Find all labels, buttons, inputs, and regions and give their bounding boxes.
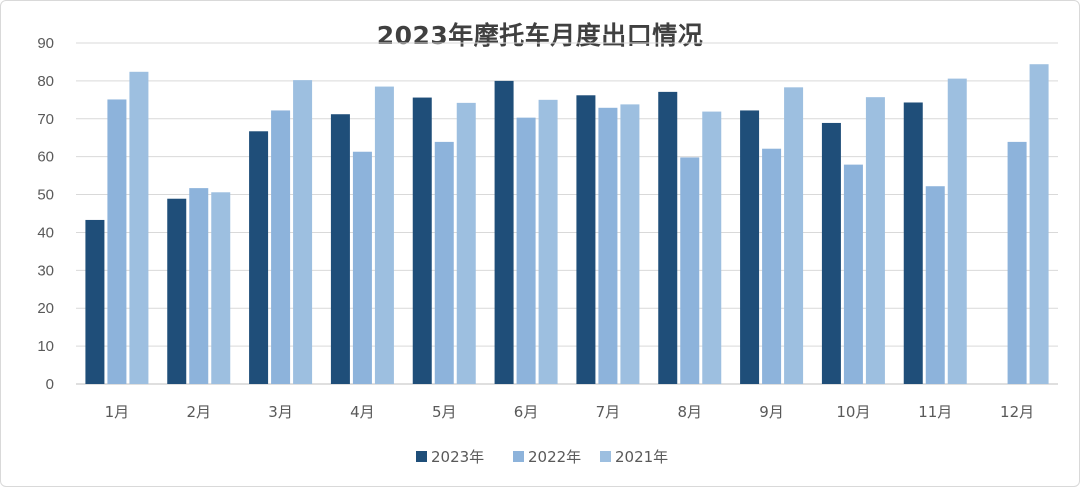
y-tick-label: 90	[37, 35, 54, 52]
bar-1	[330, 114, 350, 384]
bar-2	[107, 99, 127, 385]
chart-title: 2023年摩托车月度出口情况	[376, 21, 704, 50]
bar-1	[821, 122, 841, 384]
bars	[85, 64, 1049, 385]
x-category-label: 10月	[836, 403, 870, 421]
bar-3	[620, 104, 640, 384]
bar-1	[740, 110, 760, 384]
bar-3	[129, 71, 149, 384]
bar-3	[702, 111, 722, 384]
bar-2	[925, 186, 945, 384]
bar-1	[576, 95, 596, 384]
x-category-label: 11月	[918, 403, 952, 421]
legend: 2023年 2022年 2021年	[416, 448, 668, 466]
x-category-label: 3月	[268, 403, 293, 421]
bar-1	[167, 198, 187, 384]
bar-3	[1029, 64, 1049, 385]
bar-1	[412, 97, 432, 384]
x-axis-category-labels: 1月 2月 3月 4月 5月 6月 7月 8月 9月 10月 11月 12月	[105, 403, 1034, 421]
bar-2	[434, 141, 454, 384]
y-tick-label: 10	[37, 338, 54, 355]
bar-2	[1007, 141, 1027, 384]
bar-3	[538, 99, 558, 384]
bar-1	[494, 80, 514, 384]
gridlines	[76, 42, 1058, 385]
y-axis-tick-labels: 0 10 20 30 40 50 60 70 80 90	[37, 35, 54, 393]
legend-label: 2022年	[528, 448, 581, 466]
x-category-label: 1月	[105, 403, 130, 421]
bar-2	[843, 164, 863, 384]
legend-label: 2023年	[431, 448, 484, 466]
bar-1	[658, 91, 678, 385]
y-tick-label: 0	[46, 376, 54, 393]
x-category-label: 7月	[596, 403, 621, 421]
bar-2	[762, 148, 782, 384]
legend-swatch	[416, 451, 427, 462]
y-tick-label: 40	[37, 224, 54, 241]
y-tick-label: 70	[37, 111, 54, 128]
bar-3	[293, 80, 313, 385]
x-category-label: 6月	[514, 403, 539, 421]
x-category-label: 8月	[677, 403, 702, 421]
x-category-label: 2月	[186, 403, 211, 421]
legend-label: 2021年	[615, 448, 668, 466]
y-tick-label: 80	[37, 73, 54, 90]
y-tick-label: 20	[37, 300, 54, 317]
bar-2	[680, 157, 700, 384]
y-tick-label: 50	[37, 187, 54, 204]
bar-2	[598, 107, 618, 384]
x-category-label: 9月	[759, 403, 784, 421]
y-tick-label: 60	[37, 149, 54, 166]
bar-1	[249, 131, 269, 384]
bar-3	[374, 86, 394, 385]
bar-1	[85, 219, 105, 384]
bar-1	[903, 102, 923, 384]
bar-3	[865, 97, 885, 384]
legend-swatch	[600, 451, 611, 462]
x-category-label: 4月	[350, 403, 375, 421]
bar-2	[352, 151, 372, 384]
legend-swatch	[513, 451, 524, 462]
bar-2	[516, 117, 536, 384]
bar-3	[784, 87, 804, 384]
bar-2	[271, 110, 291, 384]
y-tick-label: 30	[37, 262, 54, 279]
x-category-label: 5月	[432, 403, 457, 421]
bar-2	[189, 188, 209, 384]
bar-3	[456, 102, 476, 384]
bar-3	[211, 192, 231, 384]
x-category-label: 12月	[1000, 403, 1034, 421]
bar-3	[947, 78, 967, 385]
